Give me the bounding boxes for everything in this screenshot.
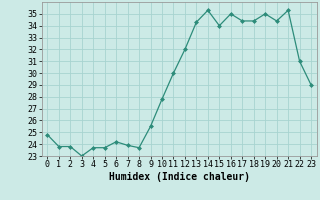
X-axis label: Humidex (Indice chaleur): Humidex (Indice chaleur): [109, 172, 250, 182]
